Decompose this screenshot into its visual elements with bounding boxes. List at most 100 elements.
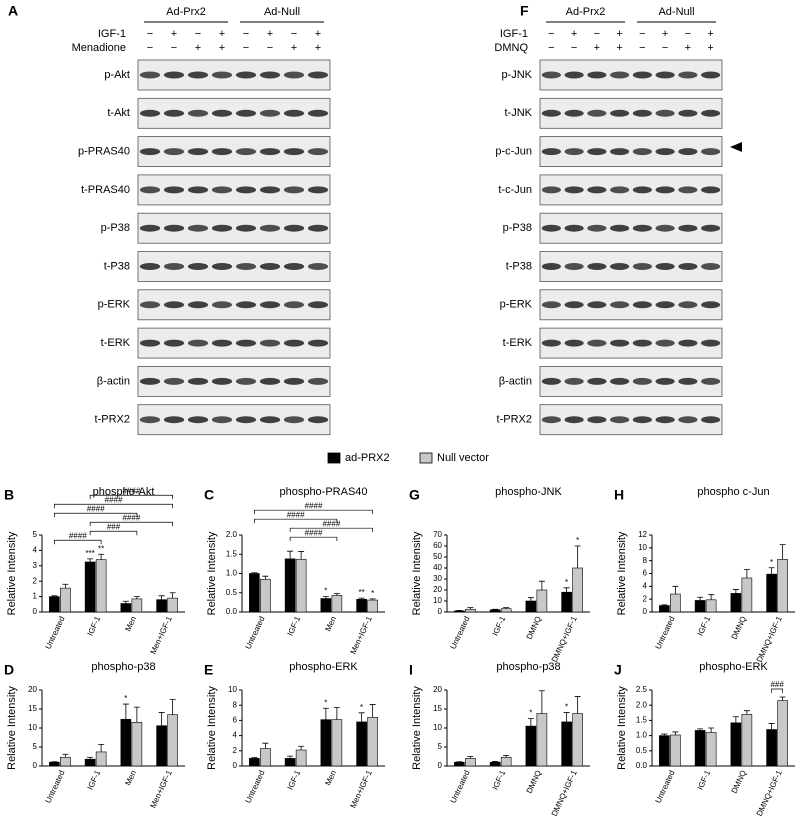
- bar: [572, 567, 583, 613]
- treatment-sign: +: [685, 42, 691, 54]
- blot-band: [139, 148, 161, 156]
- bar: [489, 609, 501, 613]
- bar: [95, 559, 107, 613]
- y-tick-label: 2.5: [636, 685, 648, 694]
- blot-band: [655, 263, 675, 270]
- blot-band: [235, 339, 257, 347]
- bar: [500, 756, 512, 767]
- bar: [572, 713, 583, 767]
- blot-band: [187, 224, 209, 232]
- error-bar: [122, 703, 129, 720]
- error-bar: [122, 600, 129, 604]
- y-tick-label: 60: [433, 541, 442, 550]
- y-tick-label: 4: [233, 731, 238, 740]
- group-label: Ad-Prx2: [166, 6, 206, 18]
- blot-band: [235, 301, 257, 309]
- error-bar: [133, 596, 140, 599]
- error-bar: [333, 707, 340, 720]
- bar: [260, 578, 271, 613]
- bar: [777, 559, 788, 613]
- panel-letter: H: [614, 487, 624, 503]
- error-bar: [158, 712, 165, 726]
- bar: [320, 719, 332, 767]
- x-tick-label: Untreated: [654, 615, 677, 651]
- bar: [766, 573, 777, 613]
- bracket-label: ####: [305, 501, 323, 510]
- y-axis-label: Relative Intensity: [616, 531, 628, 615]
- blot-band: [235, 377, 257, 385]
- blot-band: [587, 186, 607, 194]
- bracket: [89, 521, 173, 527]
- error-bar: [467, 607, 474, 610]
- y-tick-label: 40: [433, 563, 442, 572]
- blot-band: [211, 148, 233, 156]
- blot-band: [235, 148, 257, 156]
- blot-band: [139, 109, 161, 117]
- panel-letter: J: [614, 662, 622, 678]
- error-bar: [697, 596, 704, 601]
- blot-band: [678, 263, 698, 270]
- x-tick-label: DMNQ: [525, 615, 543, 641]
- blot-band: [163, 339, 185, 347]
- bar: [356, 721, 367, 767]
- blot-band: [655, 416, 675, 424]
- y-tick-label: 10: [28, 723, 37, 732]
- blot-band: [259, 263, 281, 270]
- error-bar: [87, 756, 94, 760]
- y-tick-label: 6: [233, 716, 238, 725]
- y-tick-label: 1: [33, 592, 38, 601]
- x-tick-label: DMNQ: [730, 769, 748, 795]
- blot-band: [235, 263, 257, 270]
- legend-label: ad-PRX2: [345, 452, 390, 464]
- blot-row-label: t-PRX2: [497, 414, 532, 426]
- blot-band: [307, 224, 329, 232]
- y-tick-label: 8: [643, 556, 648, 565]
- blot-band: [655, 339, 675, 347]
- bar: [284, 558, 296, 613]
- blot-band: [632, 301, 652, 309]
- chart-title: phospho-JNK: [495, 486, 562, 498]
- bracket-label: ####: [122, 513, 140, 522]
- bracket-label: ###: [107, 522, 121, 531]
- blot-band: [235, 186, 257, 194]
- treatment-sign: +: [195, 42, 201, 54]
- blot-band: [587, 301, 607, 309]
- y-tick-label: 8: [233, 700, 238, 709]
- blot-band: [187, 339, 209, 347]
- blot-band: [701, 71, 721, 79]
- x-tick-label: IGF-1: [696, 614, 713, 637]
- panel-letter: B: [4, 487, 14, 503]
- blot-band: [187, 148, 209, 156]
- y-tick-label: 2.0: [636, 700, 648, 709]
- blot-band: [701, 377, 721, 385]
- blot-band: [187, 263, 209, 270]
- blot-band: [701, 148, 721, 156]
- bar: [131, 721, 143, 767]
- blot-band: [211, 377, 233, 385]
- bar: [356, 598, 367, 613]
- treatment-label: IGF-1: [98, 28, 126, 40]
- treatment-sign: +: [315, 28, 321, 40]
- error-bar: [672, 731, 679, 735]
- treatment-sign: −: [291, 28, 297, 40]
- error-bar: [51, 595, 58, 597]
- error-bar: [298, 551, 305, 560]
- x-tick-label: Men: [123, 769, 138, 787]
- blot-band: [163, 263, 185, 270]
- error-bar: [298, 745, 305, 751]
- error-bar: [503, 607, 510, 609]
- treatment-sign: +: [291, 42, 297, 54]
- bar: [331, 595, 343, 613]
- y-tick-label: 0.5: [636, 746, 648, 755]
- panel-letter: E: [204, 662, 213, 678]
- y-tick-label: 1.5: [636, 716, 648, 725]
- error-bar: [251, 572, 258, 574]
- treatment-sign: +: [267, 28, 273, 40]
- significance-star: *: [565, 578, 568, 587]
- blot-band: [541, 186, 561, 194]
- blot-band: [587, 109, 607, 117]
- bar: [741, 577, 753, 613]
- significance-star: *: [529, 709, 532, 718]
- y-tick-label: 2: [233, 746, 238, 755]
- y-axis-label: Relative Intensity: [6, 686, 18, 770]
